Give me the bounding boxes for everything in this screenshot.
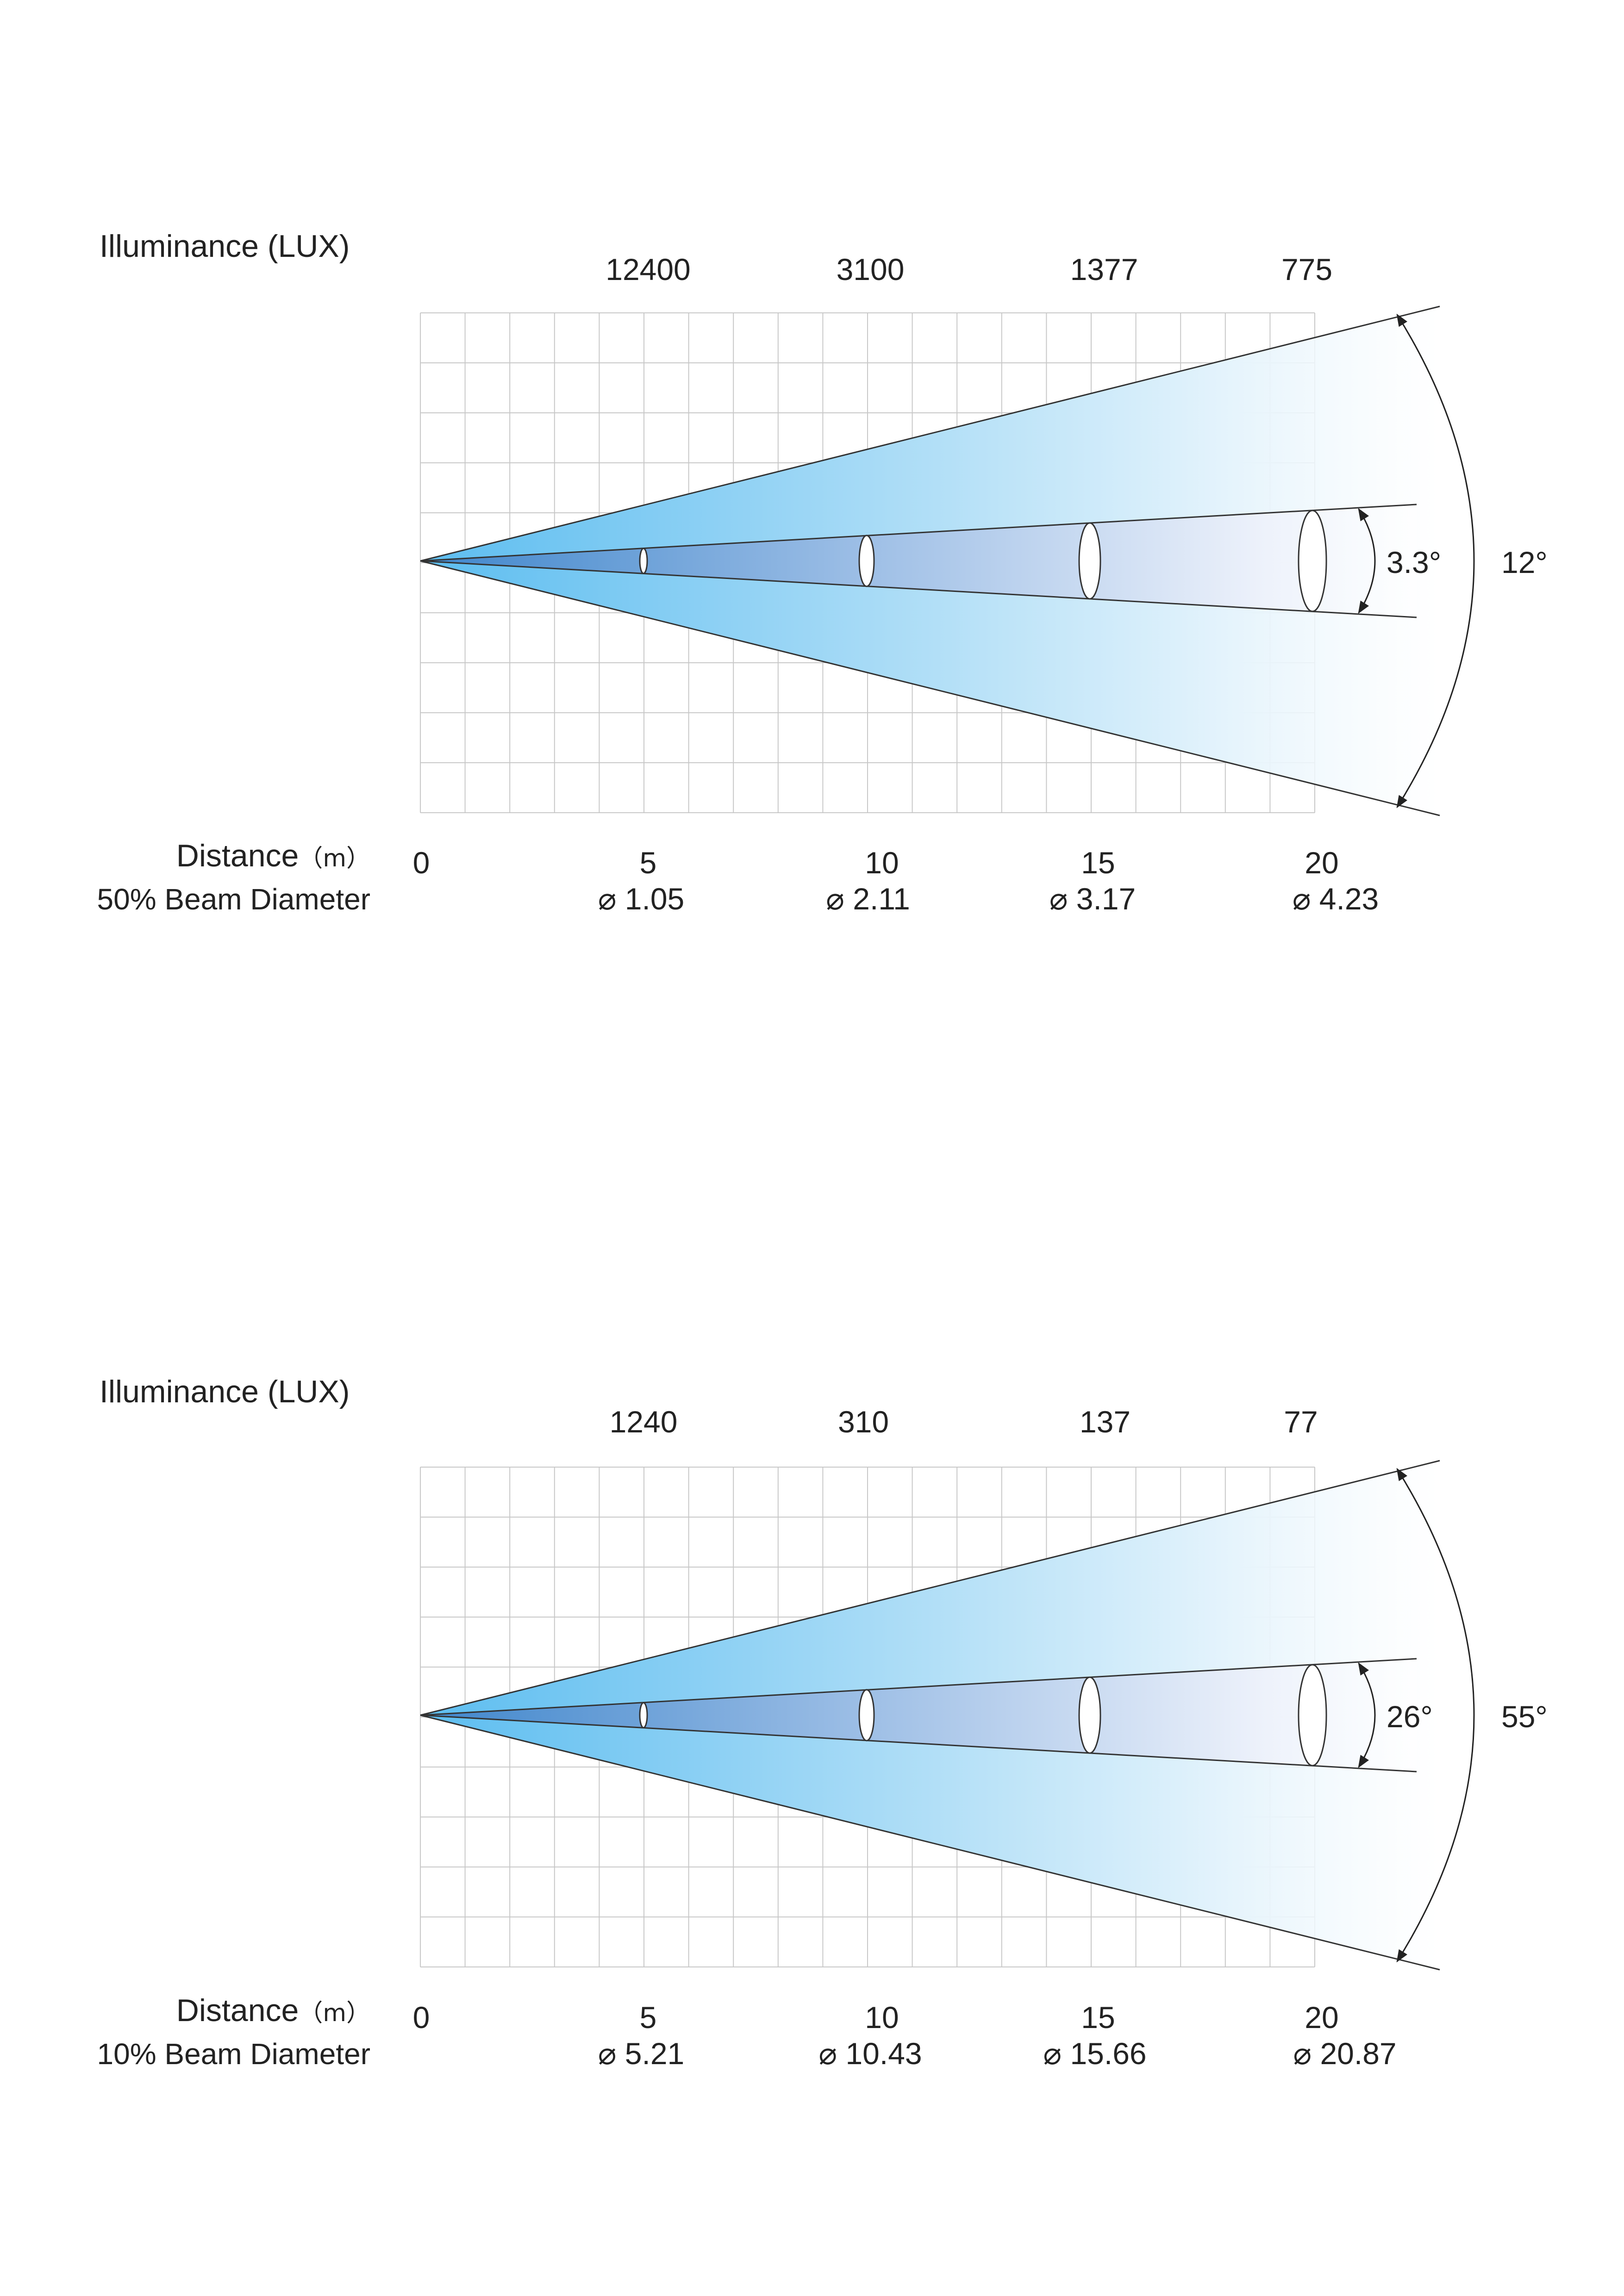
beam-outer-edge-top bbox=[420, 305, 1440, 562]
beam-diameter: ⌀ 10.43 bbox=[818, 2036, 922, 2071]
distance-tick: 10 bbox=[865, 2000, 899, 2035]
beam-inner bbox=[420, 1659, 1417, 1772]
cross-section-20m bbox=[1298, 1664, 1327, 1767]
beam-diameter: ⌀ 15.66 bbox=[1043, 2036, 1146, 2071]
distance-tick: 20 bbox=[1305, 2000, 1338, 2035]
lux-value: 775 bbox=[1281, 252, 1332, 286]
distance-tick: 5 bbox=[640, 2000, 657, 2035]
beam-diameter: ⌀ 20.87 bbox=[1293, 2036, 1396, 2071]
beam-outer-edge-top bbox=[420, 1460, 1440, 1716]
distance-zero: 0 bbox=[413, 846, 430, 880]
cross-section-10m bbox=[858, 535, 875, 587]
beam-inner bbox=[420, 504, 1417, 617]
cross-section-5m bbox=[639, 1702, 648, 1729]
distance-tick: 20 bbox=[1305, 846, 1338, 880]
beam-diameters: ⌀ 1.05 ⌀ 2.11 ⌀ 3.17 ⌀ 4.23 bbox=[598, 882, 1379, 916]
distance-tick: 15 bbox=[1081, 846, 1115, 880]
beam-inner-edge-top bbox=[420, 1658, 1417, 1716]
beam-diameters: ⌀ 5.21 ⌀ 10.43 ⌀ 15.66 ⌀ 20.87 bbox=[598, 2036, 1397, 2071]
beam-diameter: ⌀ 2.11 bbox=[826, 882, 910, 916]
distance-label: Distance（m） bbox=[176, 838, 370, 873]
beam-diagram-10: Illuminance (LUX) 1240 310 137 77 26° 55… bbox=[97, 1374, 1548, 2071]
beam-cross-sections bbox=[639, 510, 1327, 612]
distance-label: Distance（m） bbox=[176, 1993, 370, 2028]
beam-inner-edge-bottom bbox=[420, 560, 1417, 618]
beam-diameter: ⌀ 4.23 bbox=[1293, 882, 1379, 916]
outer-angle-arc bbox=[1396, 1468, 1475, 1963]
lux-value: 77 bbox=[1284, 1405, 1318, 1439]
cross-section-15m bbox=[1078, 522, 1101, 600]
beam-diameter-label: 50% Beam Diameter bbox=[97, 883, 370, 916]
beam-diameter: ⌀ 5.21 bbox=[598, 2036, 685, 2071]
inner-angle-arc bbox=[1358, 1662, 1376, 1768]
distance-tick: 5 bbox=[640, 846, 657, 880]
lux-value: 137 bbox=[1080, 1405, 1131, 1439]
lux-value: 3100 bbox=[837, 252, 905, 286]
illuminance-label: Illuminance (LUX) bbox=[100, 1374, 350, 1409]
cross-section-10m bbox=[858, 1689, 875, 1742]
illuminance-label: Illuminance (LUX) bbox=[100, 229, 350, 264]
beam-inner-edge-bottom bbox=[420, 1714, 1417, 1773]
lux-value: 12400 bbox=[606, 252, 691, 286]
beam-outer-edge-bottom bbox=[420, 560, 1440, 816]
lux-values: 12400 3100 1377 775 bbox=[606, 252, 1332, 286]
distance-zero: 0 bbox=[413, 2000, 430, 2035]
beam-diagram-50: Illuminance (LUX) 12400 3100 1377 775 3.… bbox=[97, 229, 1548, 916]
lux-value: 1377 bbox=[1070, 252, 1138, 286]
distance-ticks: 5 10 15 20 bbox=[640, 2000, 1339, 2035]
distance-tick: 10 bbox=[865, 846, 899, 880]
beam-diameter-label: 10% Beam Diameter bbox=[97, 2037, 370, 2071]
outer-angle-label: 55° bbox=[1501, 1699, 1548, 1734]
beam-cross-sections bbox=[639, 1664, 1327, 1767]
inner-angle-label: 26° bbox=[1387, 1699, 1433, 1734]
outer-angle-arc bbox=[1396, 313, 1475, 809]
beam-inner-edge-top bbox=[420, 504, 1417, 562]
cross-section-20m bbox=[1298, 510, 1327, 612]
beam-diameter: ⌀ 3.17 bbox=[1049, 882, 1136, 916]
distance-tick: 15 bbox=[1081, 2000, 1115, 2035]
beam-diameter: ⌀ 1.05 bbox=[598, 882, 685, 916]
beam-outer-edge-bottom bbox=[420, 1714, 1440, 1971]
inner-angle-arc bbox=[1358, 508, 1376, 614]
outer-angle-label: 12° bbox=[1501, 545, 1548, 579]
lux-value: 310 bbox=[838, 1405, 889, 1439]
cross-section-15m bbox=[1078, 1676, 1101, 1754]
distance-ticks: 5 10 15 20 bbox=[640, 846, 1339, 880]
inner-angle-label: 3.3° bbox=[1387, 545, 1441, 579]
lux-values: 1240 310 137 77 bbox=[610, 1405, 1318, 1439]
lux-value: 1240 bbox=[610, 1405, 678, 1439]
cross-section-5m bbox=[639, 548, 648, 574]
